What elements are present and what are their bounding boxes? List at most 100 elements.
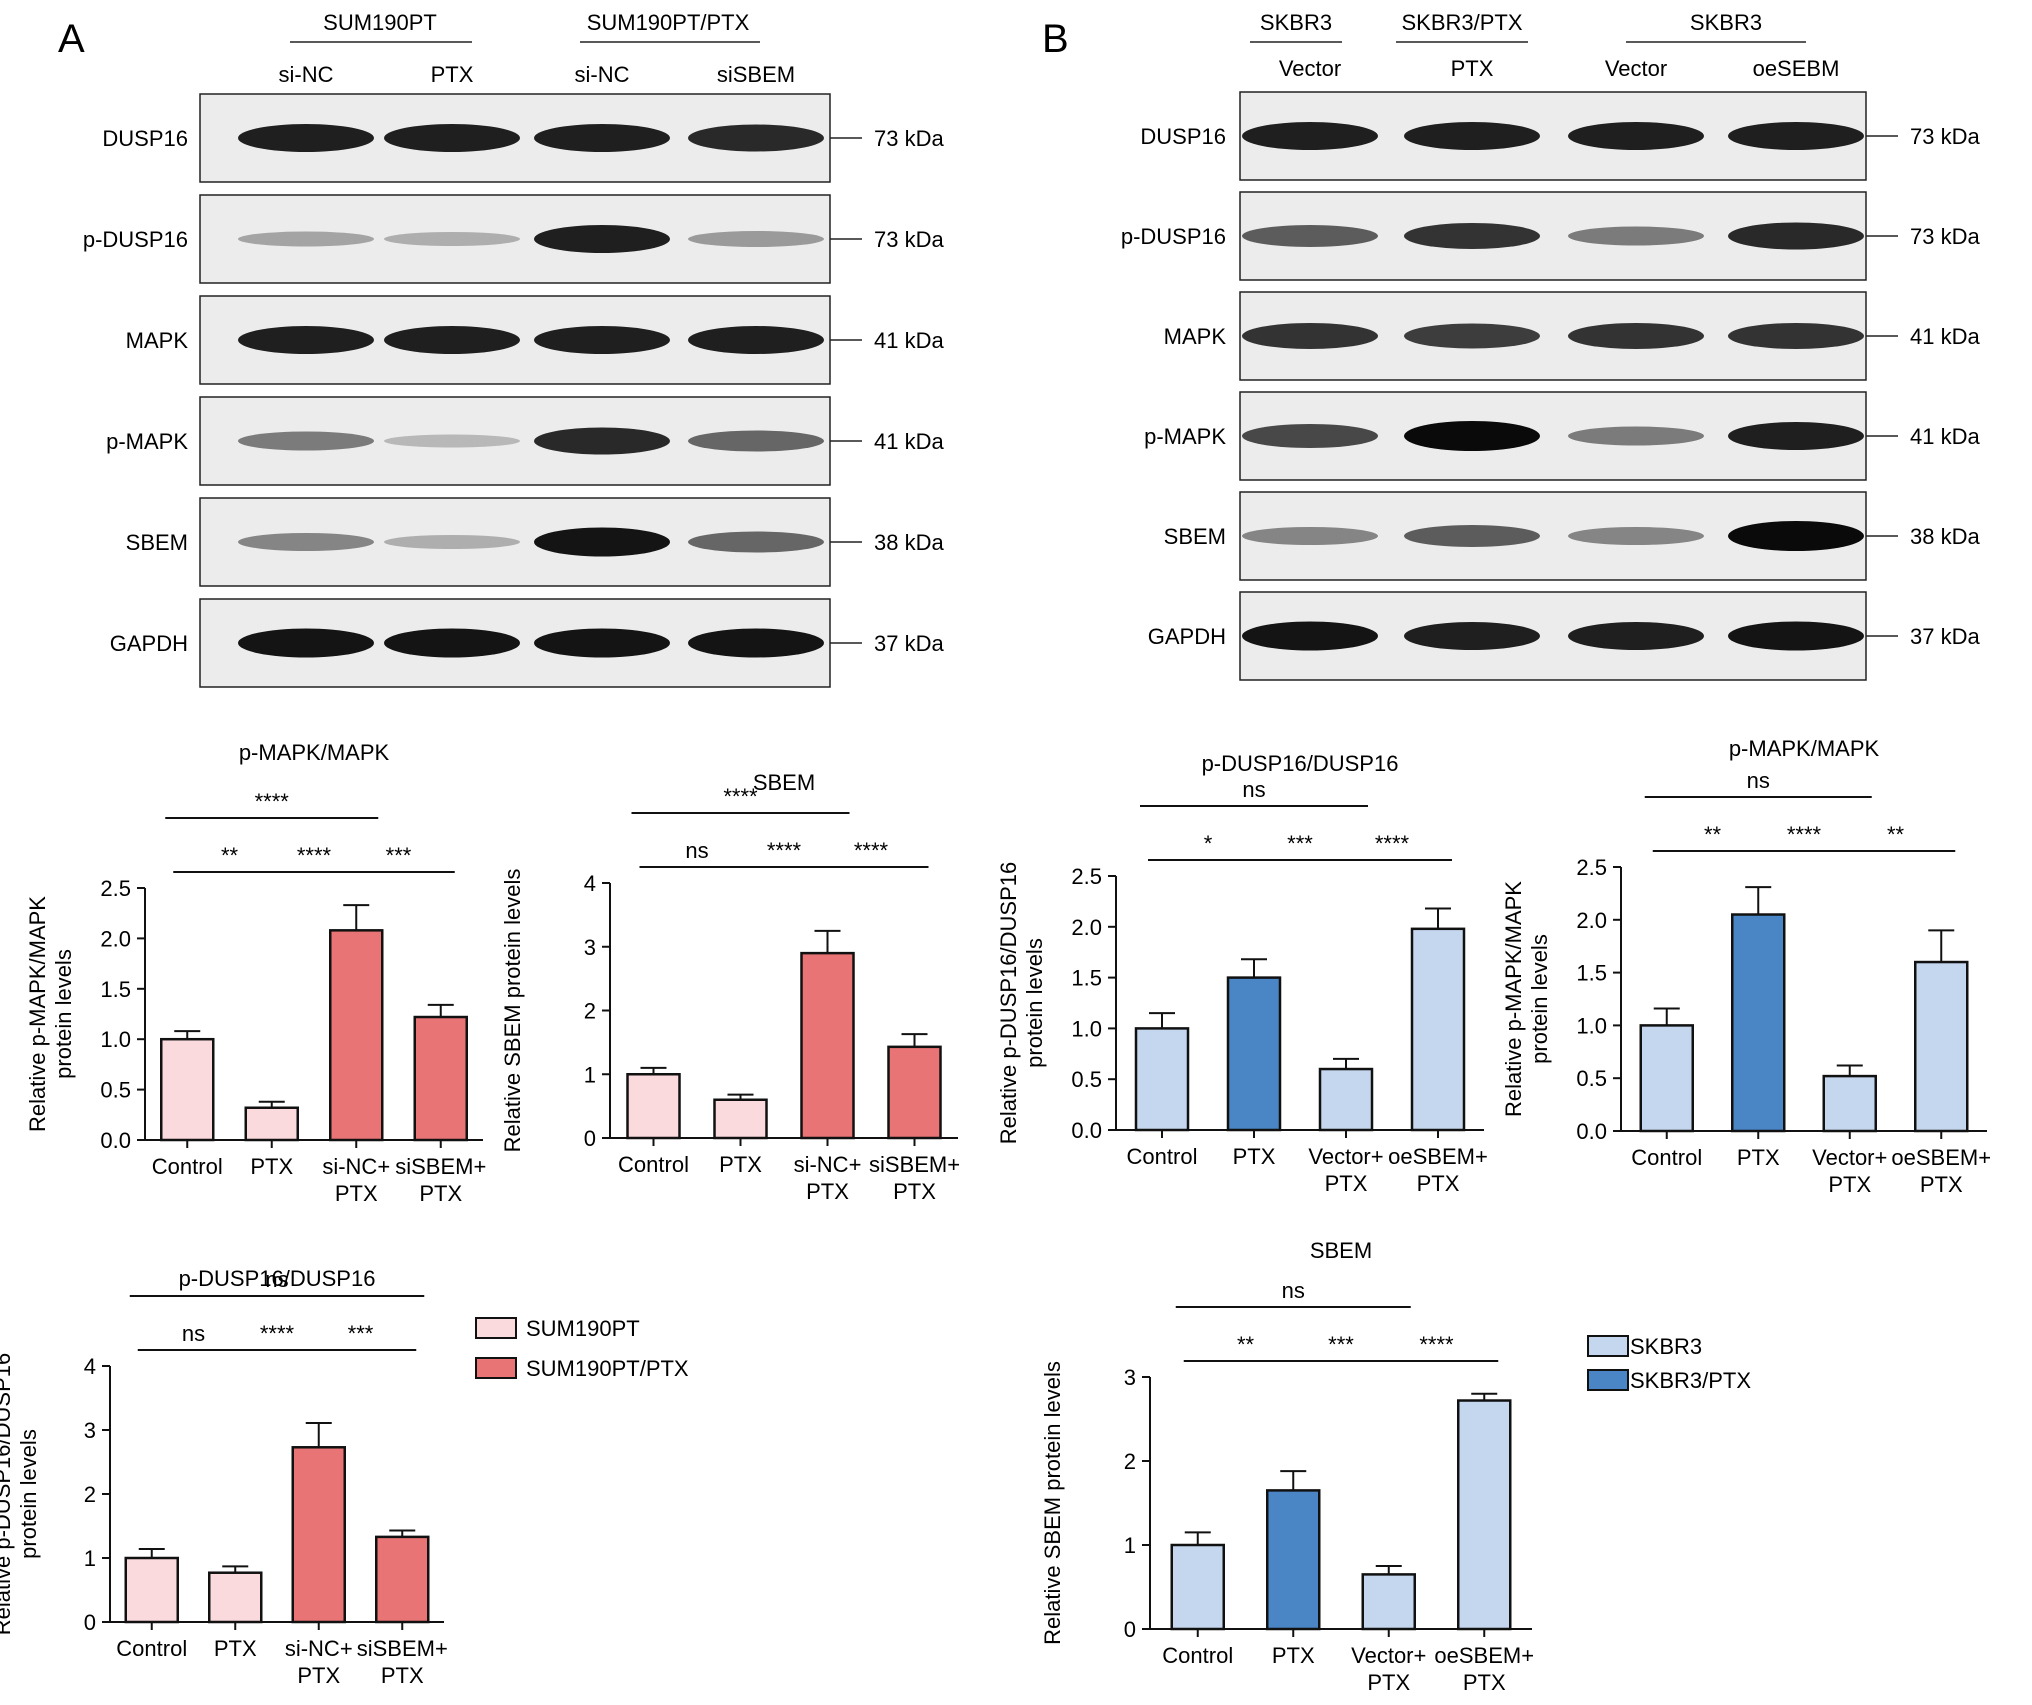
y-axis-label-line: Relative p-MAPK/MAPK xyxy=(1501,881,1526,1117)
blot-band xyxy=(1242,122,1378,150)
blot-band xyxy=(1242,323,1378,349)
panel-b-blot: B SKBR3 SKBR3/PTX SKBR3 Vector PTX Vecto… xyxy=(1042,10,1980,681)
x-tick-label: PTX xyxy=(1233,1144,1276,1169)
blot-b-group-label: SKBR3 xyxy=(1260,10,1332,35)
y-tick-label: 1.0 xyxy=(1071,1016,1102,1041)
blot-band xyxy=(238,326,374,354)
blot-b-group-label: SKBR3/PTX xyxy=(1401,10,1522,35)
panel-a-letter: A xyxy=(58,17,85,61)
legend-b: SKBR3 SKBR3/PTX xyxy=(1587,1334,1751,1393)
y-axis-label-line: Relative SBEM protein levels xyxy=(500,869,525,1153)
y-tick-label: 1.0 xyxy=(100,1027,131,1052)
x-tick-label-line: siSBEM+ xyxy=(357,1636,448,1661)
blot-band xyxy=(1568,622,1704,650)
bar xyxy=(1170,1543,1225,1631)
blot-protein-label: MAPK xyxy=(126,328,189,353)
y-axis-label-line: Relative p-DUSP16/DUSP16 xyxy=(0,1353,15,1635)
blot-row: DUSP16 73 kDa xyxy=(1140,91,1980,181)
legend-a-label: SUM190PT/PTX xyxy=(526,1356,689,1381)
blot-b-lane-label: PTX xyxy=(1451,56,1494,81)
y-axis-label: Relative SBEM protein levels xyxy=(500,869,525,1153)
panel-b-letter: B xyxy=(1042,17,1069,61)
chart-b-p-mapk: p-MAPK/MAPK 0.0 0.5 1.0 1.5 2.0 2.5 Relative p-… xyxy=(1501,736,1991,1197)
chart-a-p-mapk: p-MAPK/MAPK 0.0 0.5 1.0 1.5 2.0 2.5 Relative p-… xyxy=(25,740,486,1206)
bar xyxy=(1410,927,1466,1132)
x-tick-label-line: PTX xyxy=(297,1663,340,1688)
significance-label: ns xyxy=(1242,777,1265,802)
blot-band xyxy=(1568,426,1704,446)
blot-a-lane-label: siSBEM xyxy=(717,62,795,87)
blot-band xyxy=(1568,323,1704,349)
blot-band xyxy=(1404,525,1540,547)
x-tick-label-line: PTX xyxy=(335,1181,378,1206)
y-tick-label: 4 xyxy=(584,871,596,896)
significance-label: **** xyxy=(1787,822,1822,847)
blot-band xyxy=(238,533,374,551)
y-tick-label: 0.0 xyxy=(1071,1118,1102,1143)
blot-row: SBEM 38 kDa xyxy=(1164,491,1980,581)
blot-band xyxy=(688,231,824,247)
blot-band xyxy=(1728,621,1864,651)
blot-protein-label: DUSP16 xyxy=(102,126,188,151)
x-tick-label-line: PTX xyxy=(1417,1171,1460,1196)
x-tick-label: Vector+ PTX xyxy=(1812,1145,1887,1197)
blot-band xyxy=(688,430,824,452)
legend-b-swatch xyxy=(1587,1335,1629,1357)
x-tick-label-line: PTX xyxy=(1367,1670,1410,1695)
y-tick-label: 0 xyxy=(1124,1617,1136,1642)
blot-band xyxy=(1242,225,1378,247)
y-tick-label: 2.5 xyxy=(100,876,131,901)
bar xyxy=(887,1045,942,1140)
x-tick-label-line: oeSBEM+ xyxy=(1434,1643,1534,1668)
bar xyxy=(1226,976,1282,1132)
chart-title: p-MAPK/MAPK xyxy=(239,740,390,765)
legend-a: SUM190PT SUM190PT/PTX xyxy=(475,1316,689,1381)
y-tick-label: 2.0 xyxy=(1071,915,1102,940)
y-axis-label: Relative SBEM protein levels xyxy=(1040,1361,1065,1645)
blot-band xyxy=(1568,226,1704,246)
blot-row: MAPK 41 kDa xyxy=(126,295,944,385)
y-axis-label-line: protein levels xyxy=(16,1429,41,1559)
blot-row: SBEM 38 kDa xyxy=(126,497,944,587)
x-tick-label: si-NC+ PTX xyxy=(794,1152,862,1204)
y-tick-label: 2 xyxy=(1124,1449,1136,1474)
significance-label: *** xyxy=(1287,831,1313,856)
blot-row: DUSP16 73 kDa xyxy=(102,93,944,183)
x-tick-label-line: Vector+ xyxy=(1351,1643,1426,1668)
bar xyxy=(800,951,855,1140)
significance-label: ns xyxy=(265,1267,288,1292)
bar xyxy=(375,1535,430,1624)
blot-band xyxy=(238,628,374,658)
significance-label: ns xyxy=(1747,768,1770,793)
blot-kda-label: 73 kDa xyxy=(874,126,944,151)
blot-row: p-DUSP16 73 kDa xyxy=(83,194,944,284)
y-tick-label: 0.5 xyxy=(100,1078,131,1103)
y-tick-label: 2.0 xyxy=(1576,908,1607,933)
x-tick-label: Control xyxy=(1162,1643,1233,1668)
blot-kda-label: 73 kDa xyxy=(1910,124,1980,149)
significance-label: **** xyxy=(1375,831,1410,856)
x-tick-label: oeSBEM+ PTX xyxy=(1434,1643,1534,1695)
blot-a-lane-label: si-NC xyxy=(279,62,334,87)
legend-a-swatch xyxy=(475,1357,517,1379)
y-axis-label: Relative p-MAPK/MAPKprotein levels xyxy=(1501,881,1552,1117)
x-tick-label-line: Control xyxy=(1162,1643,1233,1668)
x-tick-label-line: si-NC+ xyxy=(322,1154,390,1179)
x-tick-label: Control xyxy=(1127,1144,1198,1169)
blot-row: p-DUSP16 73 kDa xyxy=(1121,191,1980,281)
blot-b-lane-label: Vector xyxy=(1605,56,1667,81)
blot-band xyxy=(1728,122,1864,150)
significance-label: ** xyxy=(1704,822,1722,847)
x-tick-label: Control xyxy=(618,1152,689,1177)
y-axis-label: Relative p-DUSP16/DUSP16protein levels xyxy=(0,1353,41,1635)
blot-band xyxy=(1568,122,1704,150)
y-axis-label-line: Relative p-MAPK/MAPK xyxy=(25,896,50,1132)
blot-band xyxy=(238,124,374,152)
significance-label: *** xyxy=(1328,1332,1354,1357)
bar xyxy=(713,1098,768,1140)
x-tick-label-line: siSBEM+ xyxy=(869,1152,960,1177)
significance-label: **** xyxy=(260,1321,295,1346)
blot-band xyxy=(1404,622,1540,650)
x-tick-label: Vector+ PTX xyxy=(1351,1643,1426,1695)
blot-band xyxy=(1728,222,1864,250)
